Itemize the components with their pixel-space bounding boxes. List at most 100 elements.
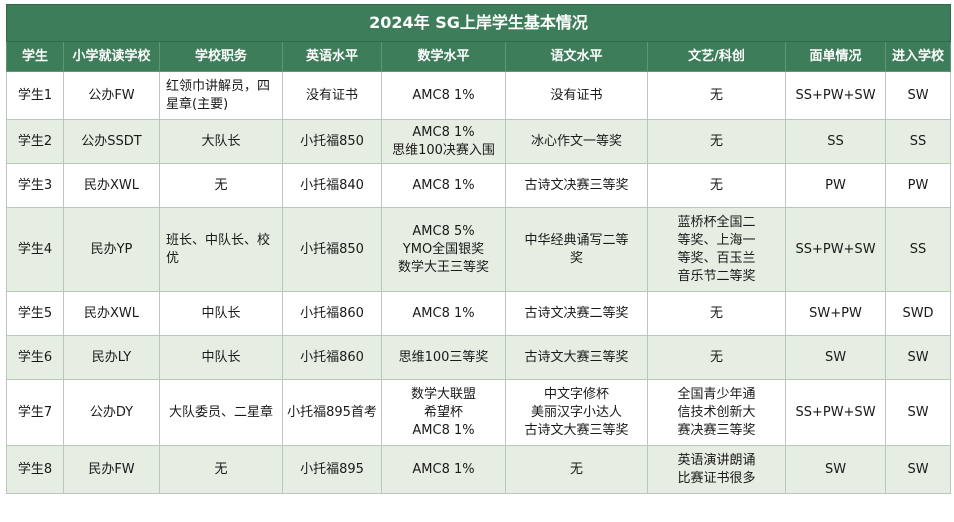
- cell-english-level: 小托福850: [282, 119, 382, 164]
- cell-arts-tech-line: 等奖、百玉兰: [677, 250, 756, 266]
- header-admitted-school: 进入学校: [884, 41, 952, 72]
- cell-chinese-level-line: 中华经典诵写二等: [524, 232, 629, 248]
- cell-chinese-level-line: 没有证书: [550, 87, 603, 103]
- cell-admitted-school: SW: [884, 71, 952, 120]
- student-summary-table: 2024年 SG上岸学生基本情况 学生 小学就读学校 学校职务 英语水平 数学水…: [5, 4, 952, 494]
- cell-english-level: 没有证书: [282, 71, 382, 120]
- cell-math-level-line: AMC8 1%: [412, 305, 475, 321]
- cell-school-role-line: 中队长: [201, 349, 241, 365]
- cell-english-level: 小托福895: [282, 445, 382, 494]
- cell-student: 学生3: [6, 163, 64, 208]
- cell-arts-tech: 无: [647, 163, 786, 208]
- cell-chinese-level-line: 古诗文大赛三等奖: [524, 422, 629, 438]
- cell-student: 学生4: [6, 207, 64, 292]
- cell-chinese-level: 古诗文决赛三等奖: [505, 163, 648, 208]
- cell-school-role: 班长、中队长、校优: [159, 207, 283, 292]
- cell-admitted-school: SWD: [884, 291, 952, 336]
- cell-math-level-line: AMC8 1%: [412, 422, 475, 438]
- cell-primary-school: 民办YP: [63, 207, 160, 292]
- header-primary-school: 小学就读学校: [63, 41, 160, 72]
- cell-student: 学生2: [6, 119, 64, 164]
- cell-admitted-school: SW: [884, 379, 952, 446]
- cell-school-role: 中队长: [159, 291, 283, 336]
- cell-math-level-line: 思维100三等奖: [398, 349, 489, 365]
- cell-math-level-line: YMO全国银奖: [402, 241, 485, 257]
- cell-chinese-level-line: 无: [569, 461, 583, 477]
- cell-school-role-line: 中队长: [201, 305, 241, 321]
- cell-chinese-level-line: 中文字修杯: [543, 386, 609, 402]
- cell-math-level: AMC8 1%: [381, 291, 506, 336]
- cell-chinese-level: 中文字修杯美丽汉字小达人 古诗文大赛三等奖: [505, 379, 648, 446]
- cell-primary-school: 公办SSDT: [63, 119, 160, 164]
- cell-math-level-line: AMC8 5%: [412, 223, 475, 239]
- cell-arts-tech-line: 无: [709, 133, 723, 149]
- cell-chinese-level-line: 奖: [569, 250, 583, 266]
- cell-admitted-school: SW: [884, 335, 952, 380]
- cell-offers: SW: [785, 445, 886, 494]
- cell-admitted-school: SS: [884, 119, 952, 164]
- cell-arts-tech-line: 蓝桥杯全国二: [677, 214, 756, 230]
- cell-math-level: AMC8 1%: [381, 71, 506, 120]
- table-row: 学生5 民办XWL 中队长 小托福860 AMC8 1% 古诗文决赛二等奖 无 SW+PW SW…: [6, 291, 952, 336]
- cell-math-level-line: AMC8 1%: [412, 87, 475, 103]
- cell-chinese-level-line: 冰心作文一等奖: [530, 133, 622, 149]
- cell-math-level-line: 数学大王三等奖: [397, 259, 489, 275]
- cell-english-level: 小托福860: [282, 291, 382, 336]
- cell-arts-tech: 无: [647, 119, 786, 164]
- cell-arts-tech: 英语演讲朗诵 比赛证书很多: [647, 445, 786, 494]
- cell-math-level: AMC8 1% 思维100决赛入围: [381, 119, 506, 164]
- cell-school-role: 无: [159, 445, 283, 494]
- cell-student: 学生1: [6, 71, 64, 120]
- cell-school-role-line: 无: [214, 177, 228, 193]
- cell-math-level-line: AMC8 1%: [412, 177, 475, 193]
- header-row: 学生 小学就读学校 学校职务 英语水平 数学水平 语文水平 文艺/科创 面单情况…: [6, 41, 952, 72]
- cell-math-level-line: AMC8 1%: [412, 461, 475, 477]
- table-row: 学生1 公办FW 红领巾讲解员，四 星章(主要) 没有证书 AMC8 1% 没有证书无 SS+…: [6, 71, 952, 120]
- cell-arts-tech: 无: [647, 291, 786, 336]
- cell-arts-tech: 蓝桥杯全国二 等奖、上海一 等奖、百玉兰 音乐节二等奖: [647, 207, 786, 292]
- cell-arts-tech-line: 无: [709, 305, 723, 321]
- table-row: 学生6 民办LY 中队长 小托福860 思维100三等奖 古诗文大赛三等奖 无 SW SW: [6, 335, 952, 380]
- cell-admitted-school: SS: [884, 207, 952, 292]
- cell-arts-tech-line: 比赛证书很多: [677, 470, 756, 486]
- table-row: 学生2 公办SSDT 大队长 小托福850 AMC8 1% 思维100决赛入围 冰心作文一等…: [6, 119, 952, 164]
- cell-school-role: 大队长: [159, 119, 283, 164]
- header-english-level: 英语水平: [282, 41, 382, 72]
- cell-school-role: 大队委员、二星章: [159, 379, 283, 446]
- cell-offers: SW+PW: [785, 291, 886, 336]
- cell-chinese-level: 冰心作文一等奖: [505, 119, 648, 164]
- cell-arts-tech: 全国青少年通 信技术创新大 赛决赛三等奖: [647, 379, 786, 446]
- cell-offers: SW: [785, 335, 886, 380]
- table-body: 学生1 公办FW 红领巾讲解员，四 星章(主要) 没有证书 AMC8 1% 没有证书无 SS+…: [6, 71, 952, 494]
- cell-school-role-line: 大队委员、二星章: [168, 404, 273, 420]
- header-chinese-level: 语文水平: [505, 41, 648, 72]
- cell-primary-school: 公办FW: [63, 71, 160, 120]
- cell-admitted-school: SW: [884, 445, 952, 494]
- cell-school-role: 中队长: [159, 335, 283, 380]
- header-math-level: 数学水平: [381, 41, 506, 72]
- table-row: 学生4 民办YP 班长、中队长、校优小托福850 AMC8 5% YMO全国银奖 数学大王…: [6, 207, 952, 292]
- cell-chinese-level-line: 古诗文大赛三等奖: [524, 349, 629, 365]
- cell-arts-tech-line: 等奖、上海一: [677, 232, 756, 248]
- cell-math-level-line: 思维100决赛入围: [392, 142, 495, 158]
- cell-chinese-level-line: 美丽汉字小达人: [530, 404, 622, 420]
- cell-math-level: 数学大联盟 希望杯 AMC8 1%: [381, 379, 506, 446]
- cell-offers: SS+PW+SW: [785, 379, 886, 446]
- cell-school-role-line: 无: [214, 461, 228, 477]
- cell-admitted-school: PW: [884, 163, 952, 208]
- cell-arts-tech-line: 英语演讲朗诵: [677, 452, 756, 468]
- cell-chinese-level: 古诗文大赛三等奖: [505, 335, 648, 380]
- cell-offers: SS+PW+SW: [785, 71, 886, 120]
- cell-offers: SS: [785, 119, 886, 164]
- cell-math-level: AMC8 1%: [381, 163, 506, 208]
- cell-arts-tech: 无: [647, 335, 786, 380]
- cell-arts-tech-line: 无: [709, 177, 723, 193]
- cell-english-level: 小托福860: [282, 335, 382, 380]
- cell-primary-school: 民办XWL: [63, 163, 160, 208]
- header-arts-tech: 文艺/科创: [647, 41, 786, 72]
- cell-arts-tech-line: 无: [709, 87, 723, 103]
- cell-arts-tech-line: 无: [709, 349, 723, 365]
- cell-student: 学生7: [6, 379, 64, 446]
- cell-arts-tech-line: 信技术创新大: [677, 404, 756, 420]
- cell-primary-school: 民办FW: [63, 445, 160, 494]
